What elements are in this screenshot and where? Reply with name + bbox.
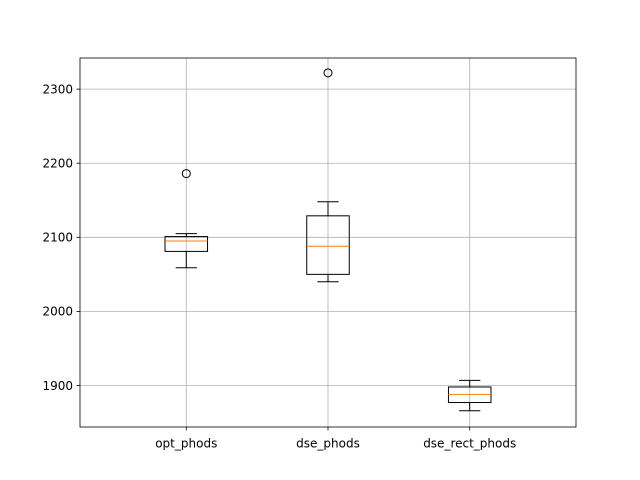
box-layer	[164, 68, 492, 412]
x-tick-label: dse_rect_phods	[423, 437, 516, 451]
box-group-dse_rect_phods	[447, 379, 492, 412]
y-tick-label: 2200	[42, 157, 73, 171]
y-tick-label: 1900	[42, 379, 73, 393]
box-group-dse_phods	[306, 68, 350, 283]
y-tick-label: 2000	[42, 305, 73, 319]
x-tick-label: opt_phods	[155, 437, 217, 451]
box-group-opt_phods	[164, 169, 209, 269]
iqr-box	[164, 236, 209, 252]
y-tick-label: 2300	[42, 82, 73, 96]
axis-layer: 1900 2000 2100 2200 2300 opt_phods dse_phods ds…	[42, 82, 516, 450]
iqr-box	[306, 215, 350, 275]
grid-layer	[80, 58, 576, 427]
y-tick-label: 2100	[42, 231, 73, 245]
outlier-point	[323, 68, 333, 78]
x-tick-label: dse_phods	[296, 437, 360, 451]
outlier-point	[181, 169, 191, 179]
